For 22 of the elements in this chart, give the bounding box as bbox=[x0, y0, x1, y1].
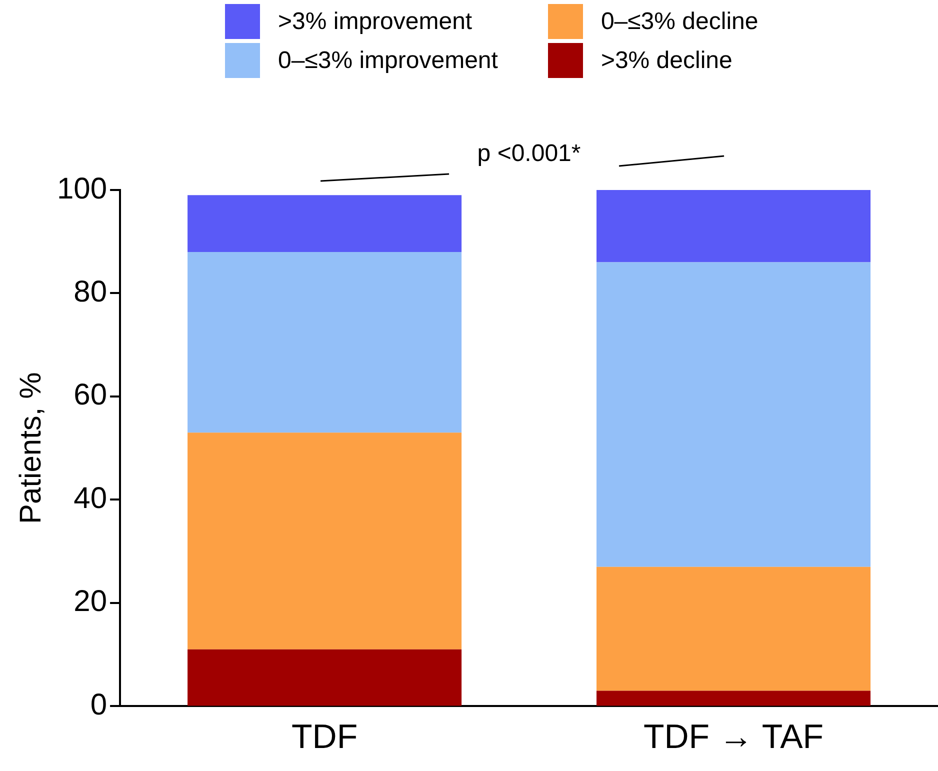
y-axis-title: Patients, % bbox=[14, 372, 48, 524]
bar bbox=[188, 432, 462, 650]
bar bbox=[596, 262, 871, 567]
y-tick-label: 80 bbox=[74, 276, 108, 309]
bar bbox=[596, 190, 871, 262]
bar bbox=[596, 690, 871, 706]
legend-label: 0–≤3% decline bbox=[600, 8, 758, 36]
y-tick-label: 60 bbox=[74, 378, 108, 412]
y-tick-label: 0 bbox=[90, 688, 108, 722]
y-tick-label: 20 bbox=[74, 585, 108, 618]
legend-label: >3% decline bbox=[600, 46, 732, 74]
y-tick-label: 40 bbox=[74, 482, 108, 515]
bar bbox=[596, 566, 871, 691]
bar bbox=[188, 649, 462, 706]
x-tick-label: TDF bbox=[291, 718, 358, 756]
bar bbox=[188, 195, 462, 252]
legend-label: 0–≤3% improvement bbox=[278, 46, 498, 74]
legend-label: >3% improvement bbox=[278, 8, 472, 36]
y-tick-label: 100 bbox=[56, 172, 108, 206]
text: p <0.001* bbox=[477, 140, 581, 168]
bar bbox=[188, 252, 462, 433]
x-tick-label: TDF → TAF bbox=[643, 718, 824, 756]
